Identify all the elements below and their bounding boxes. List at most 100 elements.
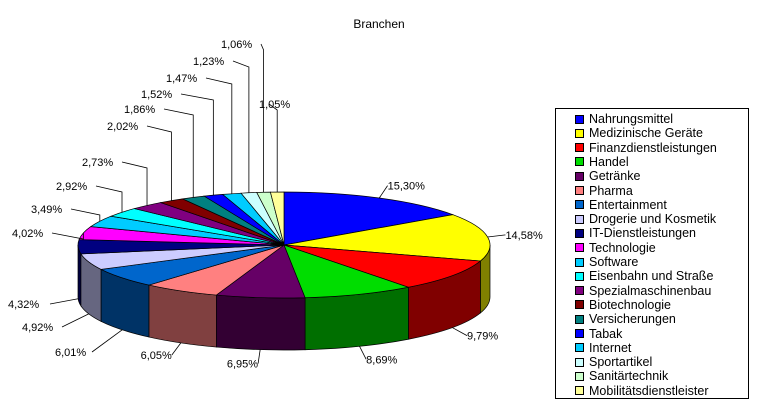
data-label: 4,32%	[8, 299, 39, 311]
legend-label: Pharma	[589, 183, 633, 198]
legend-item: Tabak	[556, 327, 622, 341]
chart-title: Branchen	[353, 17, 405, 31]
leader-line	[268, 103, 278, 193]
legend-item: Entertainment	[556, 198, 667, 212]
legend-item: Nahrungsmittel	[556, 112, 673, 126]
leader-line	[121, 161, 148, 206]
legend-swatch	[575, 386, 584, 396]
legend-item: Sanitärtechnik	[556, 369, 668, 383]
data-label: 14,58%	[505, 230, 543, 242]
legend-label: Eisenbahn und Straße	[589, 269, 714, 284]
legend-label: Spezialmaschinenbau	[589, 283, 712, 298]
data-label: 2,92%	[56, 181, 87, 193]
leader-line	[378, 185, 388, 199]
pie-labels: 15,30% 14,58% 9,79% 8,69% 6,95% 6,05% 6,01% 4,9…	[8, 39, 543, 371]
legend-item: Mobilitätsdienstleister	[556, 384, 709, 398]
legend-swatch	[575, 171, 584, 181]
legend-label: Versicherungen	[589, 312, 676, 327]
data-label: 1,23%	[193, 56, 224, 68]
legend-item: Finanzdienstleistungen	[556, 141, 717, 155]
data-label: 4,92%	[22, 322, 53, 334]
legend-swatch	[575, 214, 584, 224]
data-label: 2,02%	[107, 121, 138, 133]
legend-swatch	[575, 114, 584, 124]
data-label: 4,02%	[12, 228, 43, 240]
leader-line	[70, 208, 101, 222]
slice-side	[77, 244, 82, 308]
slice-3	[283, 244, 410, 299]
legend-item: Drogerie und Kosmetik	[556, 212, 716, 226]
legend-label: Internet	[589, 340, 632, 355]
leader-line	[452, 327, 468, 336]
legend-label: Nahrungsmittel	[589, 112, 674, 126]
legend-swatch	[575, 343, 584, 353]
leader-line	[91, 329, 123, 353]
leader-line	[49, 298, 79, 305]
leader-line	[146, 125, 172, 201]
legend-label: Technologie	[589, 240, 656, 255]
legend-item: IT-Dienstleistungen	[556, 226, 696, 240]
slice-2	[283, 244, 482, 288]
data-label: 1,05%	[259, 99, 290, 111]
legend-item: Eisenbahn und Straße	[556, 269, 713, 283]
legend-swatch	[575, 286, 584, 296]
pie-tops	[77, 191, 491, 299]
legend-item: Getränke	[556, 169, 640, 183]
data-label: 1,06%	[221, 39, 252, 51]
legend-label: IT-Dienstleistungen	[589, 226, 697, 241]
legend-swatch	[575, 157, 584, 167]
legend-swatch	[575, 371, 584, 381]
legend-swatch	[575, 243, 584, 253]
legend-swatch	[575, 143, 584, 153]
data-label: 1,52%	[141, 89, 172, 101]
leader-line	[232, 60, 250, 193]
legend-swatch	[575, 314, 584, 324]
legend-swatch	[575, 271, 584, 281]
slice-side	[216, 294, 306, 351]
leader-line	[171, 342, 182, 356]
legend-swatch	[575, 228, 584, 238]
data-label: 9,79%	[467, 331, 498, 343]
legend-label: Handel	[589, 154, 629, 169]
legend-swatch	[575, 186, 584, 195]
legend-swatch	[575, 257, 584, 267]
legend-swatch	[575, 329, 584, 338]
legend-label: Software	[589, 255, 639, 269]
legend-label: Sanitärtechnik	[589, 369, 669, 384]
legend-item: Medizinische Geräte	[556, 126, 703, 140]
legend-item: Internet	[556, 341, 631, 355]
legend-item: Software	[556, 255, 638, 269]
leader-line	[51, 232, 84, 240]
legend-item: Pharma	[556, 184, 633, 198]
leader-line	[260, 43, 264, 193]
leader-line	[163, 108, 194, 198]
legend-label: Tabak	[589, 326, 623, 341]
legend-item: Technologie	[556, 241, 656, 255]
slice-0	[283, 191, 455, 246]
legend-swatch	[575, 300, 584, 310]
leader-line	[180, 93, 214, 196]
legend: Nahrungsmittel Medizinische Geräte Finanzd…	[555, 108, 749, 399]
legend-label: Medizinische Geräte	[589, 126, 703, 141]
legend-item: Versicherungen	[556, 312, 676, 326]
leader-line	[487, 234, 506, 238]
pie-sides	[77, 244, 491, 351]
leader-line	[359, 346, 367, 360]
data-label: 1,86%	[124, 104, 155, 116]
legend-item: Sportartikel	[556, 355, 652, 369]
data-label: 6,01%	[55, 347, 86, 359]
data-label: 8,69%	[366, 354, 397, 366]
legend-item: Spezialmaschinenbau	[556, 284, 711, 298]
legend-swatch	[575, 200, 584, 210]
leader-line	[205, 77, 233, 194]
data-label: 2,73%	[82, 157, 113, 169]
legend-label: Mobilitätsdienstleister	[589, 383, 709, 398]
legend-label: Sportartikel	[589, 355, 653, 370]
legend-swatch	[575, 128, 584, 138]
legend-item: Biotechnologie	[556, 298, 671, 312]
data-label: 6,05%	[141, 350, 172, 362]
leader-line	[61, 313, 89, 328]
leader-line	[95, 185, 123, 213]
legend-label: Finanzdienstleistungen	[589, 140, 717, 155]
